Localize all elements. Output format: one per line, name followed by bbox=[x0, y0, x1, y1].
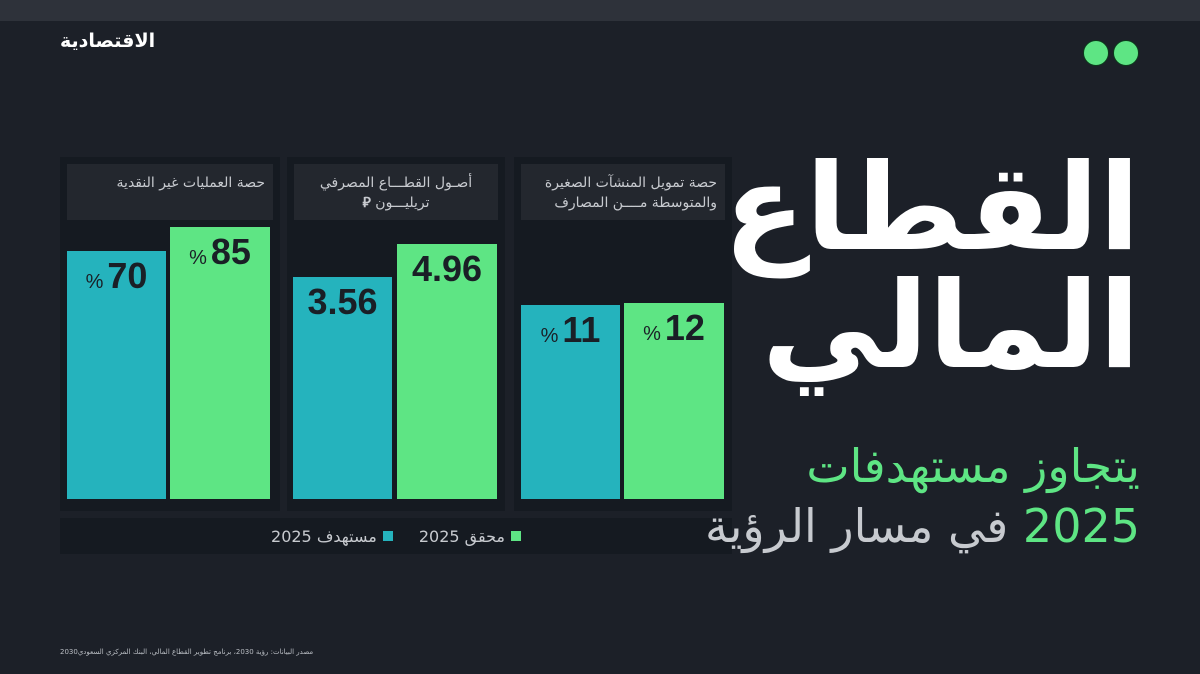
legend-swatch-teal-icon bbox=[382, 531, 393, 541]
value-number: 85 bbox=[210, 231, 251, 272]
value-number: 11 bbox=[562, 309, 601, 350]
subheadline-text: في مسار الرؤية bbox=[704, 499, 1009, 553]
panel-title-line1: أصـول القطـــاع المصرفي bbox=[319, 175, 473, 191]
brand-logo: الاقتصادية bbox=[60, 30, 156, 52]
headline-line2: المالي bbox=[761, 257, 1140, 396]
subheadline-year: 2025 bbox=[1022, 499, 1140, 553]
bar-value: % 12 bbox=[624, 307, 724, 349]
panel-noncash-transactions: حصة العمليات غير النقدية % 70 % 85 bbox=[60, 157, 280, 511]
legend-item-achieved: محقق 2025 bbox=[419, 527, 521, 546]
bar-achieved: % 85 bbox=[170, 227, 270, 499]
percent-sign: % bbox=[540, 325, 559, 347]
legend-label: محقق 2025 bbox=[418, 526, 505, 546]
bar-value: % 70 bbox=[67, 255, 166, 297]
panel-title: أصـول القطـــاع المصرفي تريليـــون ⃁ bbox=[294, 164, 498, 220]
legend-label: مستهدف 2025 bbox=[271, 526, 377, 546]
percent-sign: % bbox=[85, 271, 104, 293]
bar-achieved: % 12 bbox=[624, 303, 724, 499]
chart-legend: محقق 2025 مستهدف 2025 bbox=[60, 518, 732, 554]
unit-text: تريليـــون bbox=[375, 195, 430, 211]
percent-sign: % bbox=[189, 247, 207, 269]
headline-line1: القطاع bbox=[723, 139, 1140, 278]
bar-value: 3.56 bbox=[307, 281, 378, 322]
subheadline-line1: يتجاوز مستهدفات bbox=[806, 439, 1140, 493]
source-note: مصدر البيانات: رؤية 2030، برنامج تطوير ا… bbox=[60, 648, 314, 656]
bar-value: 4.96 bbox=[411, 248, 483, 289]
panel-title-line1: حصة تمويل المنشآت الصغيرة bbox=[544, 175, 717, 191]
panel-sme-financing: حصة تمويل المنشآت الصغيرة والمتوسطة مـــ… bbox=[514, 157, 732, 511]
bar-value: % 85 bbox=[170, 231, 270, 273]
bar-target: % 11 bbox=[521, 305, 620, 499]
panel-title: حصة العمليات غير النقدية bbox=[67, 164, 273, 220]
subheadline-line2: 2025 في مسار الرؤية bbox=[705, 500, 1140, 552]
legend-swatch-green-icon bbox=[511, 531, 521, 541]
dot-icon bbox=[1083, 40, 1109, 66]
headline: القطاع المالي bbox=[723, 139, 1140, 396]
percent-sign: % bbox=[643, 323, 661, 345]
dot-icon bbox=[1113, 40, 1139, 66]
riyal-symbol-icon: ⃁ bbox=[362, 195, 371, 211]
value-number: 70 bbox=[107, 255, 148, 296]
legend-item-target: مستهدف 2025 bbox=[271, 527, 393, 546]
bar-target: % 70 bbox=[67, 251, 166, 499]
panel-banking-assets: أصـول القطـــاع المصرفي تريليـــون ⃁ 3.5… bbox=[287, 157, 505, 511]
panel-title-line2: تريليـــون ⃁ bbox=[294, 193, 498, 213]
value-number: 12 bbox=[664, 307, 705, 348]
bar-target: 3.56 bbox=[293, 277, 392, 499]
top-strip bbox=[0, 0, 1200, 21]
bar-achieved: 4.96 bbox=[397, 244, 497, 499]
panel-title-text: حصة العمليات غير النقدية bbox=[116, 175, 265, 191]
panel-title-line2: والمتوسطة مــــن المصارف bbox=[554, 195, 717, 211]
decorative-dots bbox=[1083, 40, 1139, 66]
bar-value: % 11 bbox=[521, 309, 620, 351]
panel-title: حصة تمويل المنشآت الصغيرة والمتوسطة مـــ… bbox=[521, 164, 725, 220]
